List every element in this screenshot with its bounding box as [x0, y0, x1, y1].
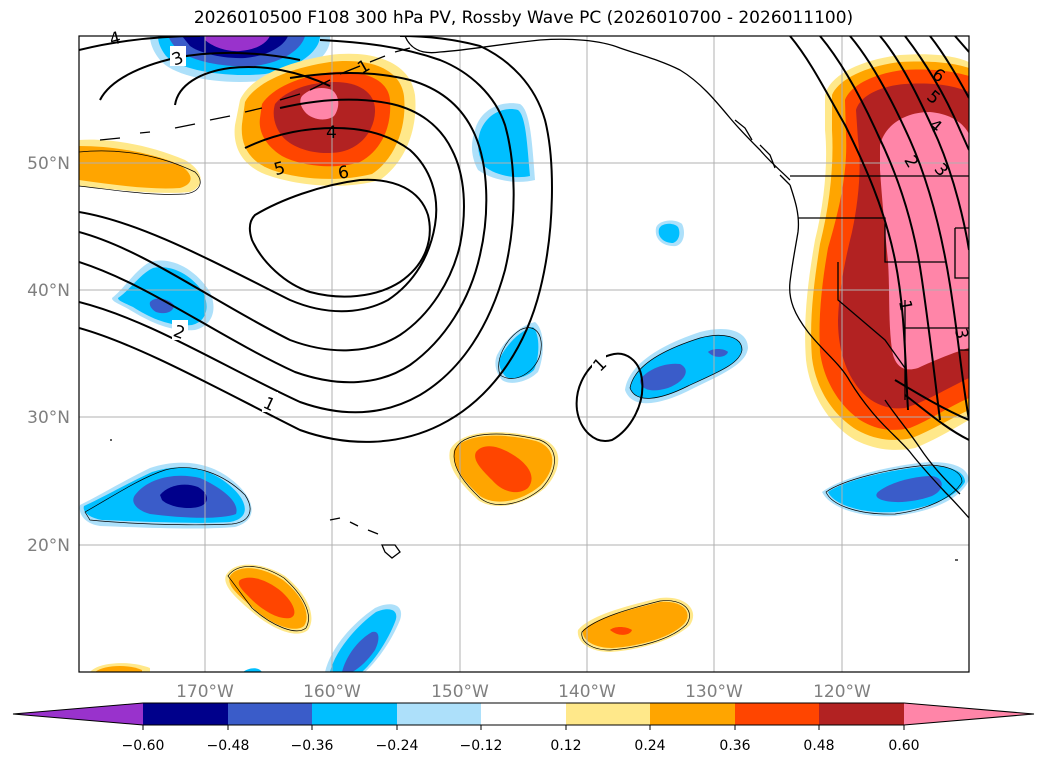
lon-label-120w: 120°W: [813, 682, 871, 702]
negative-anomaly-168w: [79, 462, 252, 529]
colorbar-bin-m048: [143, 703, 228, 725]
label-bg-2: [172, 320, 188, 340]
contour-label-6: 6: [337, 162, 351, 184]
positive-anomaly-bottom-left: [90, 663, 262, 672]
colorbar-extend-min: [13, 703, 143, 725]
contour-6: [248, 178, 431, 298]
contour-east-d: [879, 36, 969, 251]
negative-anomaly-146w: [495, 322, 543, 383]
negative-anomaly-small: [655, 220, 684, 247]
contour-label-4: 4: [326, 123, 337, 143]
colorbar: −0.60 −0.48 −0.36 −0.24 −0.12 0.12 0.24 …: [12, 702, 1035, 754]
anomaly-outline-contours: [79, 150, 963, 651]
colorbar-bin-m012: [397, 703, 481, 725]
lon-label-150w: 150°W: [431, 682, 489, 702]
colorbar-bin-zero: [481, 703, 566, 725]
colorbar-tick-label: 0.12: [550, 738, 581, 754]
colorbar-tick-label: 0.36: [719, 738, 750, 754]
contour-2: [79, 39, 515, 414]
lon-label-140w: 140°W: [558, 682, 616, 702]
lat-label-20n: 20°N: [27, 536, 70, 556]
colorbar-tick-label: −0.12: [460, 738, 503, 754]
lon-label-160w: 160°W: [303, 682, 361, 702]
colorbar-bin-m036: [228, 703, 312, 725]
wave-contours: [79, 36, 969, 443]
lat-label-50n: 50°N: [27, 154, 70, 174]
contour-label-4-top: 4: [107, 28, 123, 50]
bc-islands: [734, 119, 791, 186]
colorbar-bin-p036: [735, 703, 819, 725]
negative-anomaly-118w: [822, 462, 969, 517]
contour-east-a: [789, 36, 909, 411]
positive-anomaly-165w: [225, 564, 312, 634]
contour-4: [79, 98, 465, 352]
label-bg-small: [592, 352, 606, 372]
colorbar-tick-label: −0.48: [207, 738, 250, 754]
positive-anomaly-152w: [449, 432, 559, 507]
colorbar-tick-label: −0.24: [376, 738, 419, 754]
contour-east-low: [894, 379, 969, 441]
contour-east-e: [904, 36, 969, 151]
pv-anomaly-shading: [79, 36, 969, 672]
colorbar-tick-label: 0.48: [803, 738, 834, 754]
colorbar-tick-label: −0.60: [122, 738, 165, 754]
lat-label-30n: 30°N: [27, 408, 70, 428]
positive-anomaly-gulf-alaska: [234, 53, 416, 186]
coastlines: [99, 36, 969, 561]
contour-east-f: [929, 36, 969, 99]
contour-label-east-3b: 3: [950, 327, 972, 341]
hawaii-islands: [329, 517, 401, 559]
map-title: 2026010500 F108 300 hPa PV, Rossby Wave …: [193, 8, 854, 28]
lat-label-40n: 40°N: [27, 281, 70, 301]
contour-east-g: [954, 36, 969, 53]
aleutian-islands: [99, 47, 411, 141]
colorbar-ticks: [142, 725, 905, 730]
longitude-labels: 170°W 160°W 150°W 140°W 130°W 120°W: [176, 682, 871, 702]
us-west-coast: [789, 184, 969, 519]
small-islands: [110, 439, 958, 561]
colorbar-extend-max: [904, 703, 1034, 725]
contour-inner-w: [174, 65, 331, 106]
contour-label-east-1: 1: [894, 299, 916, 313]
colorbar-tick-label: 0.24: [634, 738, 665, 754]
colorbar-bin-p012: [566, 703, 650, 725]
colorbar-tick-label: 0.60: [888, 738, 919, 754]
latitude-labels: 50°N 40°N 30°N 20°N: [27, 154, 70, 556]
negative-anomaly-145w: [471, 103, 535, 182]
plot-frame: [78, 35, 970, 673]
negative-anomaly-157w: [325, 604, 402, 672]
label-bg-1: [262, 392, 278, 412]
colorbar-bin-p024: [650, 703, 735, 725]
contour-1: [79, 36, 553, 443]
map-gridlines: [79, 36, 969, 672]
contour-east-b: [819, 36, 941, 421]
colorbar-bin-m024: [312, 703, 397, 725]
contour-label-small-1: 1: [589, 354, 611, 376]
label-bg-3: [170, 46, 186, 66]
contour-small-1: [575, 352, 644, 442]
contour-5: [79, 126, 438, 313]
contour-3: [79, 72, 488, 384]
lon-label-130w: 130°W: [685, 682, 743, 702]
positive-anomaly-west-edge: [79, 139, 201, 193]
alaska-coast: [404, 36, 791, 181]
contour-east-c: [849, 36, 969, 421]
positive-anomaly-136w: [577, 597, 694, 652]
colorbar-tick-label: −0.36: [291, 738, 334, 754]
baja-coast: [884, 399, 961, 495]
lon-label-170w: 170°W: [176, 682, 234, 702]
contour-label-5: 5: [272, 158, 288, 180]
colorbar-bin-p048: [819, 703, 904, 725]
